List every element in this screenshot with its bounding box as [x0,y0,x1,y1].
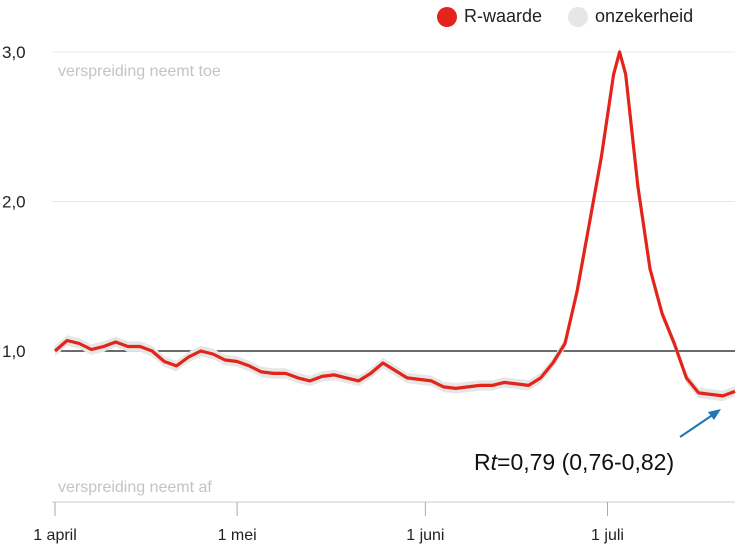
r-value-line [53,50,736,398]
zone-label-top: verspreiding neemt toe [58,63,221,80]
y-tick-label: 3,0 [2,43,26,62]
x-tick-label: 1 mei [218,527,257,544]
y-tick-label: 2,0 [2,193,26,212]
rt-annotation: Rt=0,79 (0,76-0,82) [474,449,674,475]
legend-label-onzekerheid: onzekerheid [595,6,694,26]
legend-item-onzekerheid: onzekerheid [568,6,693,27]
zone-label-bottom: verspreiding neemt af [58,479,212,496]
legend-swatch-onzekerheid [568,6,589,27]
x-tick-label: 1 juli [591,527,624,544]
legend-swatch-r-waarde [437,6,457,27]
legend: R-waarde onzekerheid [437,6,719,27]
y-tick-label: 1,0 [2,342,26,361]
legend-item-r-waarde: R-waarde [437,6,542,27]
annotation-arrow [679,409,721,438]
x-tick-label: 1 juni [406,527,444,544]
x-tick-labels: 1 april 1 mei 1 juni 1 juli [33,502,624,544]
y-tick-labels: 1,0 2,0 3,0 [2,43,26,361]
legend-label-r-waarde: R-waarde [464,6,543,26]
uncertainty-band [55,46,735,402]
x-tick-label: 1 april [33,527,77,544]
